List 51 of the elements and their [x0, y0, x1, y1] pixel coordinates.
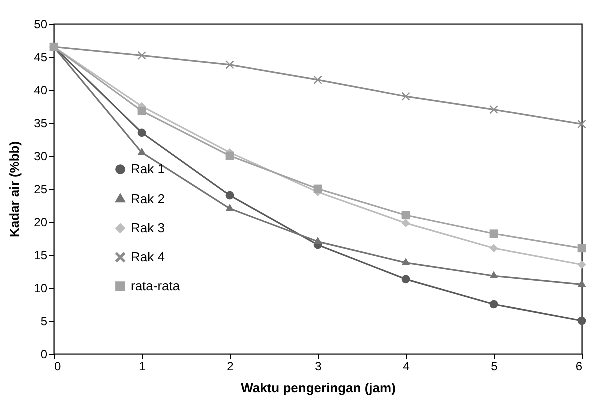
x-tick-label: 5 [491, 360, 498, 374]
point [402, 92, 410, 101]
y-tick-label: 30 [34, 150, 48, 164]
point [578, 260, 586, 270]
legend-label: rata-rata [131, 278, 181, 294]
point [490, 230, 498, 238]
point [314, 236, 322, 244]
point [402, 275, 410, 284]
point [226, 191, 234, 200]
point [138, 51, 146, 60]
point [138, 106, 146, 116]
x-tick-label: 1 [139, 360, 146, 374]
point [402, 258, 410, 266]
y-tick-label: 0 [40, 348, 48, 362]
legend-label: Rak 3 [131, 220, 165, 236]
legend-label: Rak 1 [131, 162, 165, 176]
point [578, 244, 586, 253]
y-tick-label: 50 [34, 18, 48, 32]
point [138, 148, 146, 156]
legend-label: Rak 4 [131, 250, 165, 264]
y-axis-title: Kadar air (%bb) [7, 141, 22, 238]
x-tick-label: 0 [54, 360, 62, 374]
x-tick-label: 3 [315, 360, 322, 374]
point [314, 184, 322, 194]
y-tick-label: 15 [34, 248, 48, 262]
point [226, 60, 234, 70]
point [490, 300, 498, 309]
point [490, 106, 498, 114]
point [578, 280, 586, 288]
x-tick-label: 4 [403, 360, 410, 374]
x-tick-label: 2 [227, 360, 234, 374]
point [490, 271, 498, 279]
y-tick-label: 35 [34, 116, 48, 130]
point [138, 128, 146, 138]
point [314, 76, 322, 84]
point [402, 219, 410, 228]
x-tick-label: 6 [576, 360, 583, 374]
point [402, 211, 410, 220]
y-tick-label: 25 [34, 182, 48, 196]
legend-label: Rak 2 [131, 192, 165, 206]
point [226, 204, 234, 212]
y-tick-label: 20 [34, 216, 48, 230]
y-tick-label: 45 [34, 50, 48, 64]
point [226, 152, 234, 160]
x-axis-title: Waktu pengeringan (jam) [241, 380, 396, 396]
y-tick-label: 10 [34, 282, 48, 296]
y-tick-label: 40 [34, 84, 48, 98]
point [578, 120, 586, 129]
y-tick-label: 5 [40, 314, 48, 328]
point [578, 316, 586, 326]
point [490, 244, 498, 253]
